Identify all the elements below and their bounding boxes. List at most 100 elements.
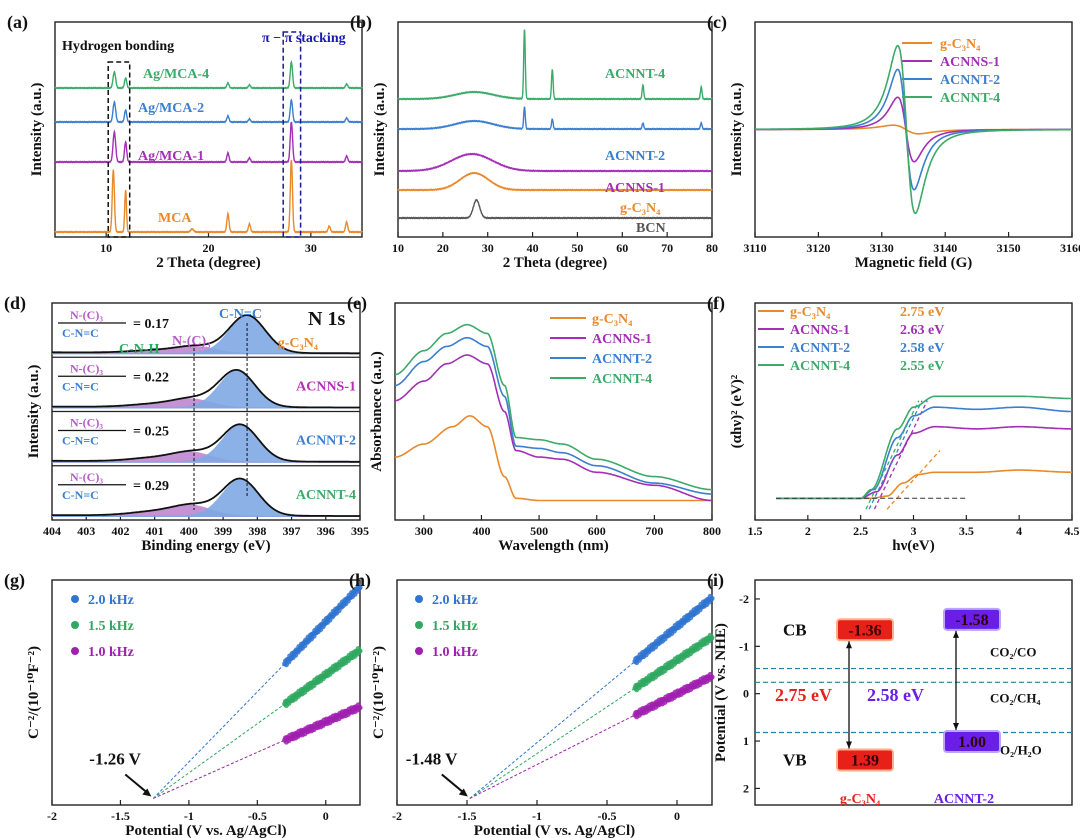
legend-marker xyxy=(71,595,79,603)
panel-label: (a) xyxy=(7,12,28,33)
x-tick-label: 0 xyxy=(674,809,680,823)
data-point xyxy=(357,704,363,711)
x-tick-label: 399 xyxy=(214,524,232,538)
vb-label: VB xyxy=(783,751,807,770)
fit-line xyxy=(469,660,636,799)
ratio-value: = 0.17 xyxy=(133,317,169,332)
legend-label: ACNNT-4 xyxy=(940,91,1000,106)
legend-label: BCN xyxy=(636,221,666,236)
x-tick-label: 395 xyxy=(351,524,369,538)
x-tick-label: 396 xyxy=(317,524,335,538)
series-line xyxy=(54,60,363,90)
panel-label: (h) xyxy=(349,570,371,591)
series-line xyxy=(397,198,713,220)
x-tick-label: -0.5 xyxy=(598,809,617,823)
ratio-numerator: N-(C)₃ xyxy=(70,308,103,322)
data-point xyxy=(709,635,715,641)
legend-label: 2.0 kHz xyxy=(88,593,134,608)
ratio-value: = 0.25 xyxy=(133,425,169,440)
legend-label: ACNNT-4 xyxy=(790,359,850,374)
x-tick-label: 402 xyxy=(111,524,129,538)
x-tick-label: 3 xyxy=(911,524,917,538)
x-tick-label: 400 xyxy=(180,524,198,538)
bandgap-value: 2.58 eV xyxy=(900,341,944,356)
plot-frame xyxy=(754,579,1073,806)
plot-frame xyxy=(397,21,713,238)
legend-label: Ag/MCA-4 xyxy=(143,67,209,82)
cnc-label: C-N=C xyxy=(219,307,262,322)
panel-g: (g) -2 -1.5 -1 -0.5 0 Potential (V vs. Ag/AgCl… xyxy=(4,570,363,838)
plot-frame xyxy=(396,579,713,806)
data-point xyxy=(357,584,363,591)
hydrogen-bonding-box xyxy=(107,61,131,238)
x-tick-label: 3.5 xyxy=(959,524,974,538)
legend-label: ACNNS-1 xyxy=(790,323,850,338)
vb-value: 1.00 xyxy=(958,734,986,751)
x-tick-label: 10 xyxy=(100,241,112,255)
series-line xyxy=(54,159,363,234)
x-tick-label: 80 xyxy=(706,241,718,255)
bandgap-value: 2.75 eV xyxy=(900,305,944,320)
tangent-line xyxy=(865,400,920,510)
material-label: ACNNT-2 xyxy=(934,792,994,807)
x-tick-label: 50 xyxy=(571,241,583,255)
legend-label: ACNNT-2 xyxy=(940,73,1000,88)
legend-label: Ag/MCA-2 xyxy=(138,101,204,116)
intercept-label: -1.48 V xyxy=(406,749,458,768)
y-axis-label: Intensity (a.u.) xyxy=(29,83,45,177)
ratio-denominator: C-N=C xyxy=(62,379,99,393)
x-tick-label: -1 xyxy=(532,809,542,823)
cb-box xyxy=(943,607,1001,631)
bandgap-label: 2.75 eV xyxy=(775,685,832,705)
x-tick-label: 30 xyxy=(482,241,494,255)
series-line xyxy=(394,336,712,495)
x-tick-label: -1 xyxy=(184,809,194,823)
redox-label: CO₂/CO xyxy=(990,645,1037,660)
legend-label: ACNNT-2 xyxy=(605,149,665,164)
ratio-denominator: C-N=C xyxy=(62,326,99,340)
x-tick-label: 3130 xyxy=(870,241,894,255)
x-tick-label: -1.5 xyxy=(458,809,477,823)
series-line xyxy=(54,121,363,164)
legend-label: 1.0 kHz xyxy=(432,645,478,660)
cnc-peak-fill xyxy=(52,424,360,463)
legend-label: 2.0 kHz xyxy=(432,593,478,608)
legend-label: ACNNT-2 xyxy=(592,352,652,367)
vb-box xyxy=(836,748,894,772)
ratio-numerator: N-(C)₃ xyxy=(70,470,103,484)
cnh-label: C-N-H xyxy=(119,342,160,357)
sample-label: ACNNS-1 xyxy=(296,379,356,394)
redox-label: O₂/H₂O xyxy=(1000,743,1042,758)
x-tick-label: 3110 xyxy=(743,241,766,255)
ratio-denominator: C-N=C xyxy=(62,488,99,502)
series-line xyxy=(397,152,713,173)
y-tick-label: 1 xyxy=(743,734,749,748)
nc3-label: N-(C)₃ xyxy=(172,334,210,349)
cb-label: CB xyxy=(783,620,807,639)
pi-stacking-box xyxy=(282,31,302,238)
legend-label: ACNNT-4 xyxy=(592,372,652,387)
x-tick-label: 700 xyxy=(645,524,663,538)
x-tick-label: -1.5 xyxy=(111,809,130,823)
pi-stacking-label: π − π stacking xyxy=(262,31,346,46)
plot-frame xyxy=(394,302,713,521)
series-line xyxy=(397,29,713,101)
x-tick-label: 3150 xyxy=(997,241,1021,255)
legend-label: g-C₃N₄ xyxy=(620,201,661,216)
panel-c: (c) 3110 3120 3130 3140 3150 3160 Magnetic fiel… xyxy=(707,12,1080,271)
legend-label: MCA xyxy=(158,211,192,226)
fit-line xyxy=(152,663,286,799)
y-axis-label: Intensity (a.u.) xyxy=(26,365,42,459)
x-tick-label: 70 xyxy=(661,241,673,255)
legend-label: g-C₃N₄ xyxy=(940,37,981,52)
x-tick-label: 800 xyxy=(703,524,721,538)
x-tick-label: 2 xyxy=(805,524,811,538)
legend-label: ACNNS-1 xyxy=(592,332,652,347)
panel-label: (d) xyxy=(4,293,26,314)
legend-label: Ag/MCA-1 xyxy=(138,149,204,164)
legend-marker xyxy=(415,595,423,603)
panel-f: (f) 1.5 2 2.5 3 3.5 4 4.5 hν(eV) (αhν)² (eV)² g-C₃… xyxy=(707,293,1080,554)
ratio-numerator: N-(C)₃ xyxy=(70,416,103,430)
panel-i: (i) -2 -1 0 1 2 Potential (V vs. NHE) CO₂/CO CO₂… xyxy=(707,570,1073,807)
series-line xyxy=(54,98,363,124)
